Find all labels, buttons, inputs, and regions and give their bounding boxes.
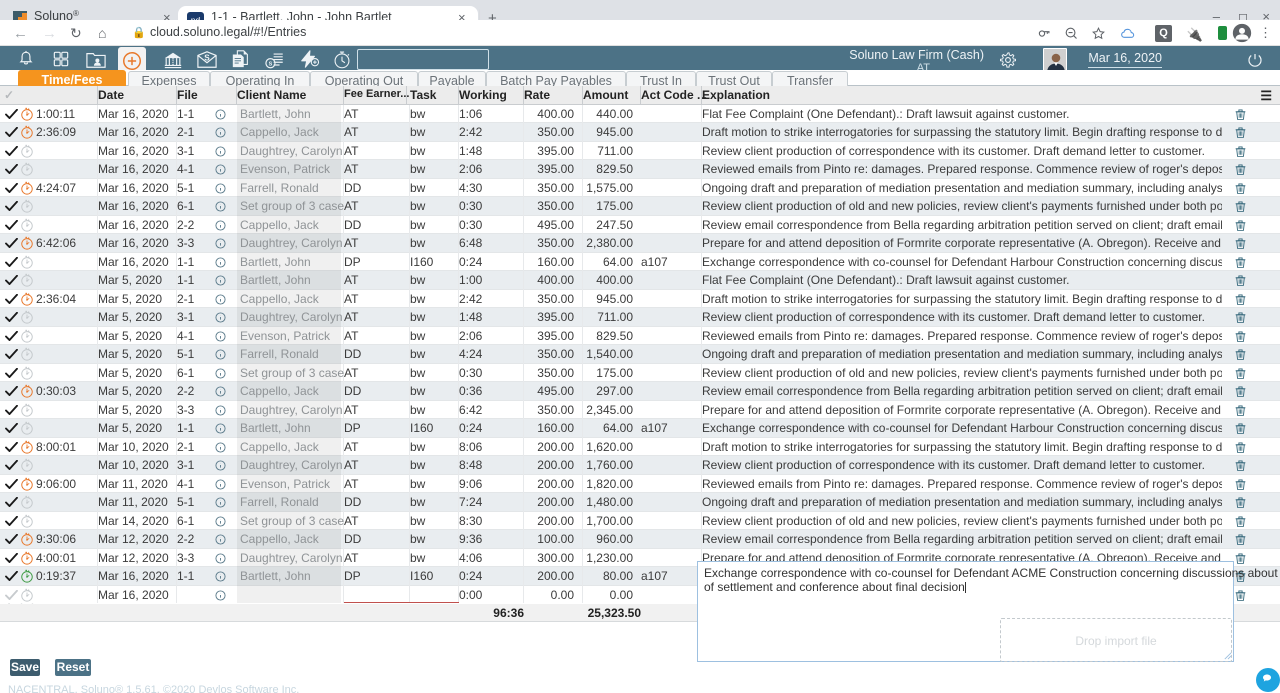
svg-text:S: S bbox=[204, 54, 210, 63]
svg-text:S: S bbox=[171, 59, 176, 66]
svg-text:S: S bbox=[269, 61, 273, 67]
